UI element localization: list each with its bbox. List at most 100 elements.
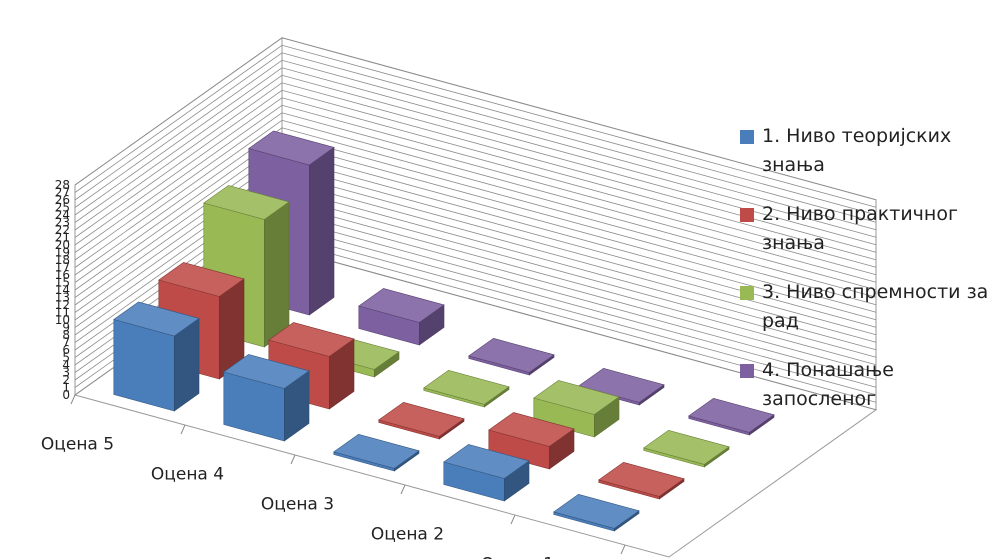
y-tick-label: 21: [55, 231, 70, 245]
y-tick-label: 17: [55, 261, 70, 275]
legend-label: 3. Ниво спремности за рад: [762, 281, 989, 332]
gridline: [74, 59, 877, 223]
bar-top: [333, 433, 420, 469]
bar: [643, 429, 730, 468]
x-tick: [400, 484, 406, 495]
y-tick-label: 26: [55, 193, 70, 207]
bar-top: [203, 185, 290, 220]
legend-label: 1. Ниво теоријских знања: [762, 125, 952, 176]
bar: [443, 444, 530, 502]
bar-top: [158, 262, 245, 297]
bar: [223, 354, 310, 442]
y-tick-label: 20: [55, 238, 70, 252]
x-tick-label: Оцена 3: [261, 495, 334, 515]
bar: [378, 401, 465, 440]
x-tick-label: Оцена 4: [151, 465, 224, 485]
x-tick-label: Оцена 5: [41, 435, 114, 455]
y-tick-label: 23: [55, 216, 70, 230]
bar: [688, 397, 775, 436]
bars: [113, 130, 775, 532]
y-tick-label: 9: [62, 321, 70, 335]
legend-swatch: [740, 208, 754, 222]
y-tick-label: 8: [62, 328, 70, 342]
bar-side: [308, 146, 335, 316]
gridline: [74, 112, 877, 276]
y-tick-label: 28: [55, 178, 70, 192]
bar-top: [688, 397, 775, 433]
legend-item: 2. Ниво практичног знања: [740, 200, 1002, 258]
y-tick-label: 16: [55, 268, 70, 282]
bar-top: [378, 401, 465, 437]
y-tick-label: 3: [62, 366, 70, 380]
y-tick-label: 10: [55, 313, 70, 327]
x-tick-label: Оцена 1: [481, 555, 554, 559]
y-tick-label: 27: [55, 186, 70, 200]
gridline: [74, 37, 877, 201]
bar: [358, 288, 445, 346]
legend-swatch: [740, 364, 754, 378]
bar: [598, 461, 685, 500]
bar-top: [423, 369, 510, 405]
y-tick-label: 7: [62, 336, 70, 350]
gridline: [74, 52, 877, 216]
y-tick-label: 24: [55, 208, 70, 222]
y-tick-label: 19: [55, 246, 70, 260]
gridline: [74, 82, 877, 246]
bar-top: [223, 354, 310, 389]
bar: [553, 493, 640, 532]
y-tick-label: 0: [62, 388, 70, 402]
legend-swatch: [740, 130, 754, 144]
bar-top: [488, 412, 575, 447]
x-tick: [290, 454, 296, 465]
bar-top: [468, 337, 555, 373]
bar-top: [443, 444, 530, 479]
x-tick: [180, 424, 186, 435]
bar: [423, 369, 510, 408]
y-tick-label: 22: [55, 223, 70, 237]
y-tick-label: 6: [62, 343, 70, 357]
y-tick-label: 2: [62, 373, 70, 387]
bar-top: [643, 429, 730, 465]
bar-top: [533, 380, 620, 415]
x-tick: [510, 514, 516, 525]
bar: [333, 433, 420, 472]
gridline: [74, 89, 877, 253]
bar: [468, 337, 555, 376]
bar-top: [358, 288, 445, 323]
bar-top: [598, 461, 685, 497]
gridline: [74, 97, 877, 261]
y-tick-label: 5: [62, 351, 70, 365]
bar-top: [553, 493, 640, 529]
gridline: [74, 74, 877, 238]
y-tick-label: 13: [55, 291, 70, 305]
legend-item: 1. Ниво теоријских знања: [740, 122, 1002, 180]
y-tick-label: 4: [62, 358, 70, 372]
y-tick-label: 15: [55, 276, 70, 290]
legend-swatch: [740, 286, 754, 300]
y-tick-label: 14: [55, 283, 70, 297]
legend-item: 4. Понашање запосленог: [740, 356, 1002, 414]
bar: [533, 380, 620, 438]
legend-label: 2. Ниво практичног знања: [762, 203, 958, 254]
x-tick: [620, 544, 626, 555]
bar-side: [263, 201, 290, 348]
legend-label: 4. Понашање запосленог: [762, 359, 894, 410]
gridline: [74, 44, 877, 208]
x-axis-ticks: Оцена 5 Оцена 4 Оцена 3 Оцена 2 Оцена 1: [41, 394, 626, 559]
bar-top: [248, 130, 335, 166]
y-tick-label: 25: [55, 201, 70, 215]
legend-item: 3. Ниво спремности за рад: [740, 278, 1002, 336]
x-tick-label: Оцена 2: [371, 525, 444, 545]
legend: 1. Ниво теоријских знања 2. Ниво практич…: [740, 122, 1002, 434]
gridline: [74, 127, 877, 291]
bar-top: [268, 322, 355, 357]
bar: [113, 301, 200, 412]
gridline: [74, 119, 877, 283]
y-axis-ticks: 0123456789101112131415161718192021222324…: [55, 178, 70, 402]
y-tick-label: 18: [55, 253, 70, 267]
y-tick-label: 11: [55, 306, 70, 320]
y-tick-label: 12: [55, 298, 70, 312]
x-tick: [70, 394, 76, 405]
gridline: [74, 67, 877, 231]
